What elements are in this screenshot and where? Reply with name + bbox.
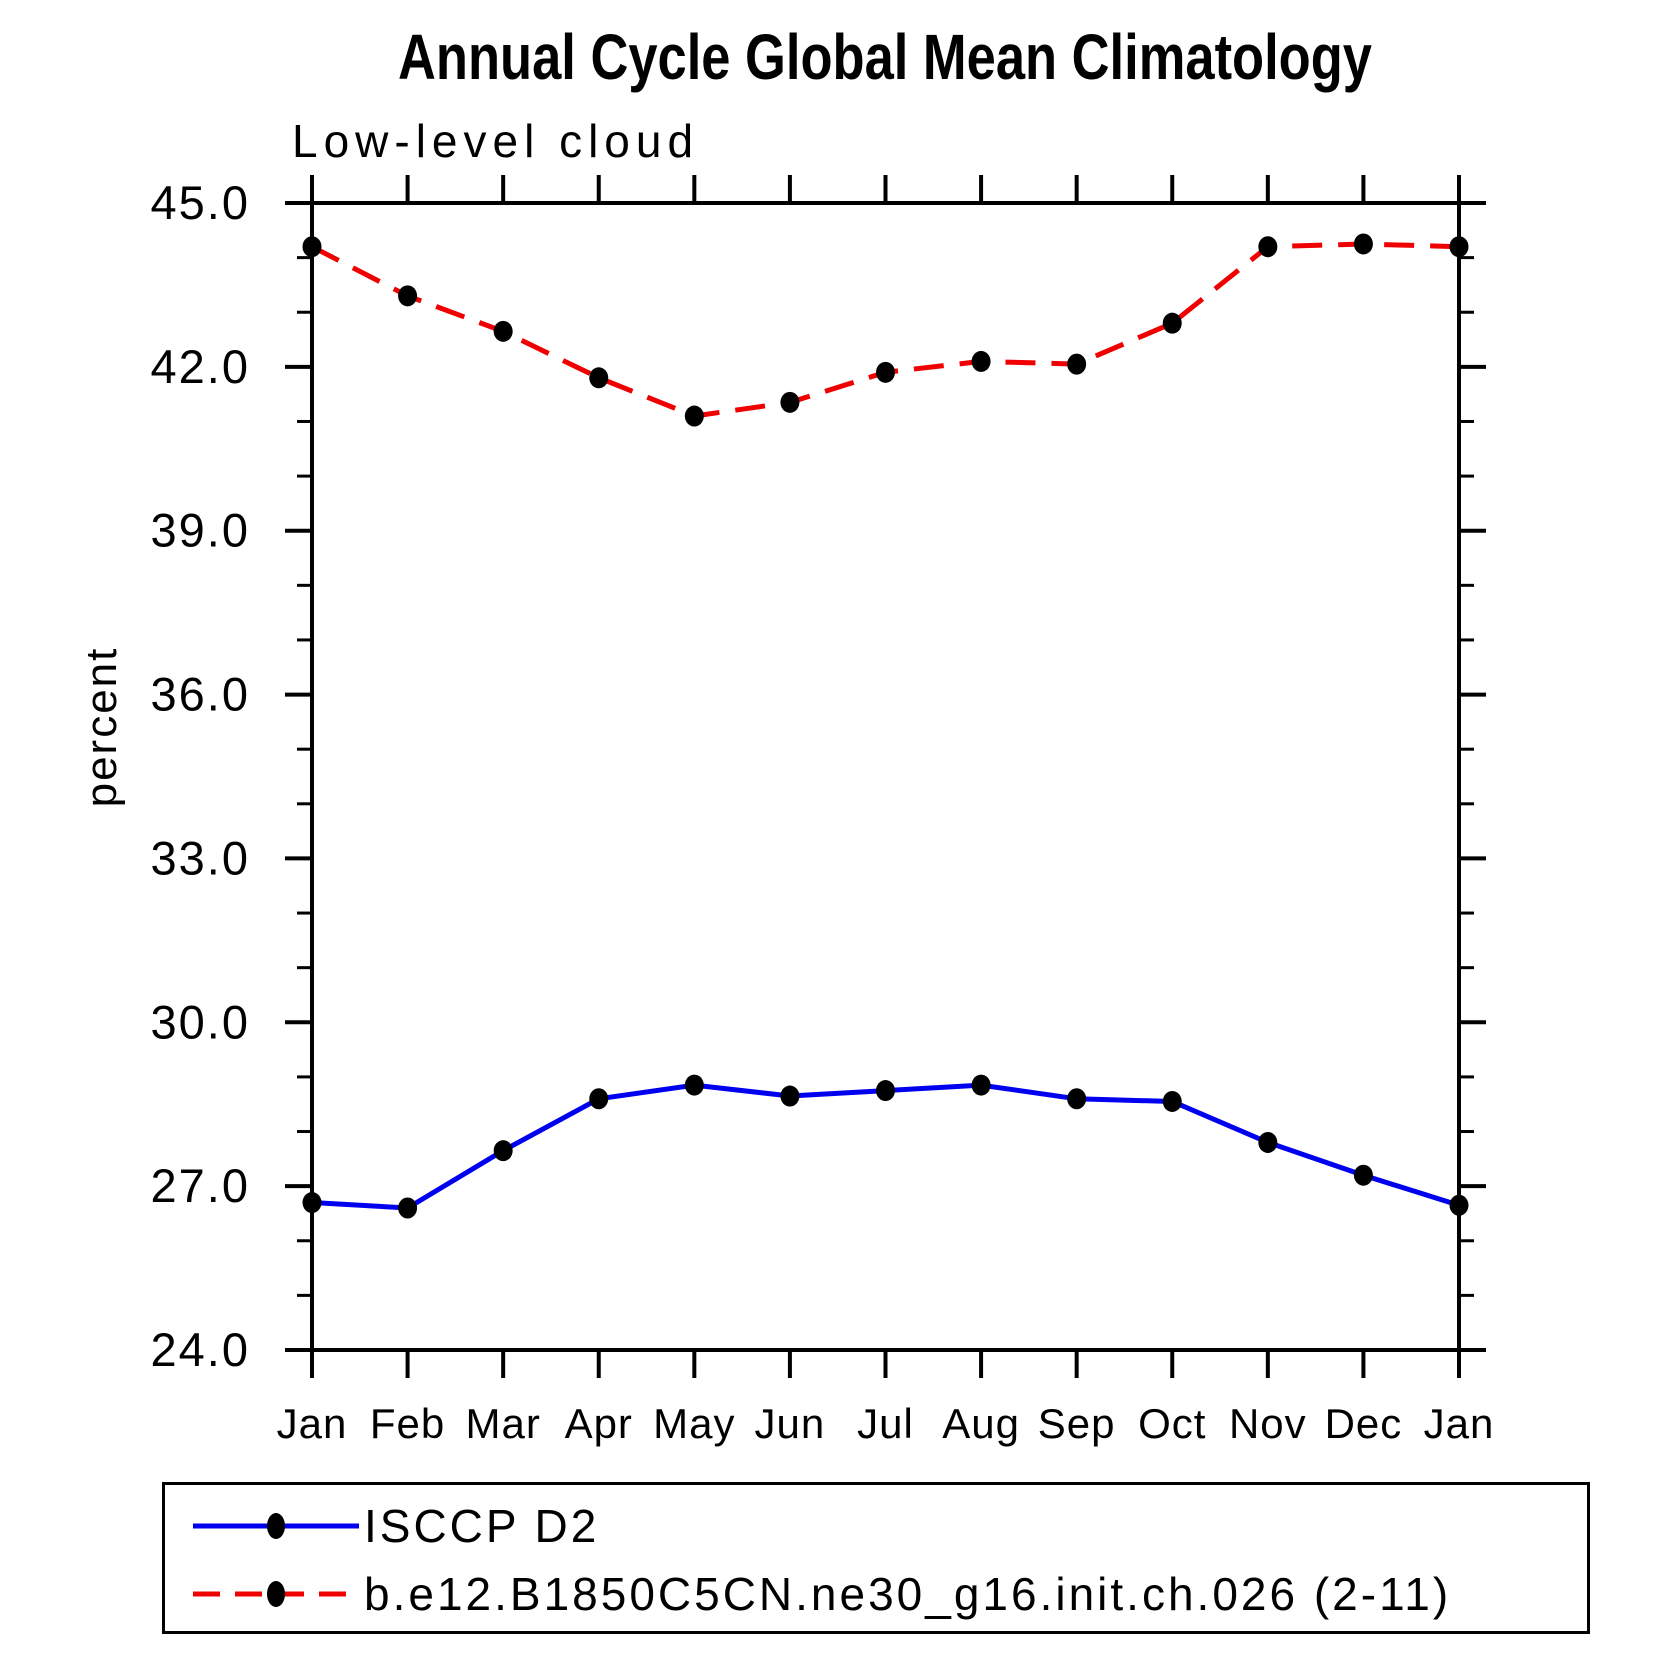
y-tick-label: 39.0 — [151, 504, 250, 557]
x-tick-label: Jul — [857, 1400, 914, 1447]
x-tick-label: Aug — [942, 1400, 1020, 1447]
data-point-marker — [1067, 353, 1087, 375]
data-point-marker — [876, 1080, 895, 1102]
data-point-marker — [1449, 1194, 1469, 1216]
data-point-marker — [971, 350, 991, 372]
data-point-marker — [493, 1140, 513, 1162]
series-line-1 — [310, 241, 1460, 419]
data-point-marker — [780, 391, 800, 413]
data-point-marker — [1162, 312, 1182, 334]
legend-item-isccp-d2: ISCCP D2 — [191, 1497, 599, 1555]
chart-title: Annual Cycle Global Mean Climatology — [398, 21, 1372, 93]
legend-line-sample-dashed — [193, 1581, 359, 1607]
chart-subtitle: Low-level cloud — [292, 115, 700, 167]
y-tick-label: 45.0 — [151, 176, 250, 229]
data-point-marker — [876, 361, 895, 383]
data-point-marker — [971, 1074, 991, 1096]
data-point-marker — [1258, 236, 1278, 258]
y-tick-label: 27.0 — [151, 1159, 250, 1212]
data-point-marker — [302, 236, 322, 258]
x-tick-label: Feb — [370, 1400, 445, 1447]
x-tick-label: Oct — [1138, 1400, 1206, 1447]
legend-item-model-run: b.e12.B1850C5CN.ne30_g16.init.ch.026 (2-… — [191, 1565, 1451, 1623]
legend-box: ISCCP D2 b.e12.B1850C5CN.ne30_g16.init.c… — [162, 1482, 1590, 1634]
y-tick-label: 30.0 — [151, 995, 250, 1048]
series-line-0 — [311, 1082, 1460, 1211]
legend-line-sample-solid — [193, 1513, 359, 1539]
data-point-marker — [589, 1088, 609, 1110]
data-point-marker — [1353, 1164, 1373, 1186]
data-point-marker — [398, 285, 418, 307]
legend-marker-icon — [267, 1581, 285, 1607]
data-point-marker — [684, 405, 704, 427]
x-tick-label: Jan — [277, 1400, 348, 1447]
legend-label-isccp-d2: ISCCP D2 — [364, 1500, 600, 1552]
y-tick-label: 36.0 — [151, 668, 250, 721]
data-point-marker — [589, 367, 609, 389]
data-point-marker — [1162, 1090, 1182, 1112]
y-tick-label: 33.0 — [151, 831, 250, 884]
data-point-marker — [493, 320, 513, 342]
x-tick-label: Dec — [1325, 1400, 1403, 1447]
x-tick-label: Sep — [1038, 1400, 1116, 1447]
data-point-marker — [780, 1085, 800, 1107]
data-point-marker — [1353, 233, 1373, 255]
data-point-marker — [1449, 236, 1469, 258]
x-tick-label: Mar — [465, 1400, 540, 1447]
x-tick-label: Nov — [1229, 1400, 1307, 1447]
x-tick-label: Jan — [1424, 1400, 1495, 1447]
y-tick-label: 42.0 — [151, 340, 250, 393]
x-tick-label: May — [653, 1400, 735, 1447]
data-point-marker — [1067, 1088, 1087, 1110]
data-point-marker — [684, 1074, 704, 1096]
legend-label-model-run: b.e12.B1850C5CN.ne30_g16.init.ch.026 (2-… — [364, 1568, 1452, 1620]
x-tick-label: Jun — [755, 1400, 826, 1447]
legend-marker-icon — [267, 1513, 285, 1539]
data-point-marker — [1258, 1131, 1278, 1153]
data-point-marker — [398, 1197, 418, 1219]
data-point-marker — [302, 1192, 322, 1214]
y-tick-label: 24.0 — [151, 1323, 250, 1376]
x-tick-label: Apr — [565, 1400, 633, 1447]
